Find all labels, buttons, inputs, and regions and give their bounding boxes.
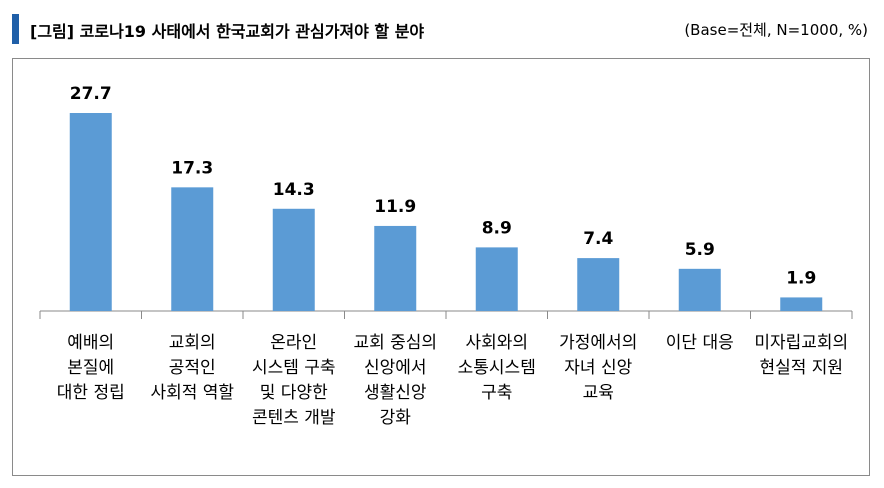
category-label: 교육 <box>583 383 614 403</box>
data-label: 8.9 <box>482 218 512 238</box>
bar <box>69 113 112 311</box>
chart-title: [그림] 코로나19 사태에서 한국교회가 관심가져야 할 분야 <box>30 22 425 41</box>
data-label: 17.3 <box>171 158 213 178</box>
bar <box>577 258 620 311</box>
bar <box>780 297 823 311</box>
category-label: 사회적 역할 <box>150 383 234 403</box>
bar <box>374 225 417 311</box>
chart-frame <box>12 58 870 476</box>
category-label: 강화 <box>380 408 412 428</box>
base-note: (Base=전체, N=1000, %) <box>684 21 868 39</box>
category-label: 사회와의 <box>465 333 528 353</box>
category-label: 미자립교회의 <box>754 333 848 353</box>
data-label: 5.9 <box>685 240 715 260</box>
category-label: 현실적 지원 <box>759 358 843 378</box>
header-accent-bar <box>12 14 19 44</box>
data-label: 14.3 <box>273 180 315 200</box>
category-label: 콘텐츠 개발 <box>252 408 336 428</box>
category-label: 시스템 구축 <box>252 358 336 378</box>
data-label: 27.7 <box>70 84 112 104</box>
category-label: 가정에서의 <box>559 333 637 353</box>
data-label: 7.4 <box>583 229 613 249</box>
category-label: 이단 대응 <box>666 333 734 353</box>
category-label: 소통시스템 <box>458 358 536 378</box>
category-label: 본질에 <box>67 358 114 378</box>
bar <box>678 268 721 311</box>
chart-header: [그림] 코로나19 사태에서 한국교회가 관심가져야 할 분야 (Base=전… <box>0 8 884 44</box>
category-label: 온라인 <box>270 333 317 353</box>
category-label: 교회 중심의 <box>353 333 437 353</box>
category-label: 예배의 <box>67 333 114 353</box>
category-label: 생활신앙 <box>364 383 427 403</box>
category-label: 구축 <box>481 383 512 403</box>
bar <box>272 208 315 311</box>
category-label: 자녀 신앙 <box>564 358 632 378</box>
category-label: 및 다양한 <box>260 383 328 403</box>
bar <box>475 247 518 311</box>
data-label: 11.9 <box>374 197 416 217</box>
category-label: 신앙에서 <box>364 358 427 378</box>
category-label: 대한 정립 <box>57 383 125 403</box>
category-label: 공적인 <box>169 358 216 378</box>
data-label: 1.9 <box>786 268 816 288</box>
bar <box>171 187 214 311</box>
category-label: 교회의 <box>169 333 216 353</box>
